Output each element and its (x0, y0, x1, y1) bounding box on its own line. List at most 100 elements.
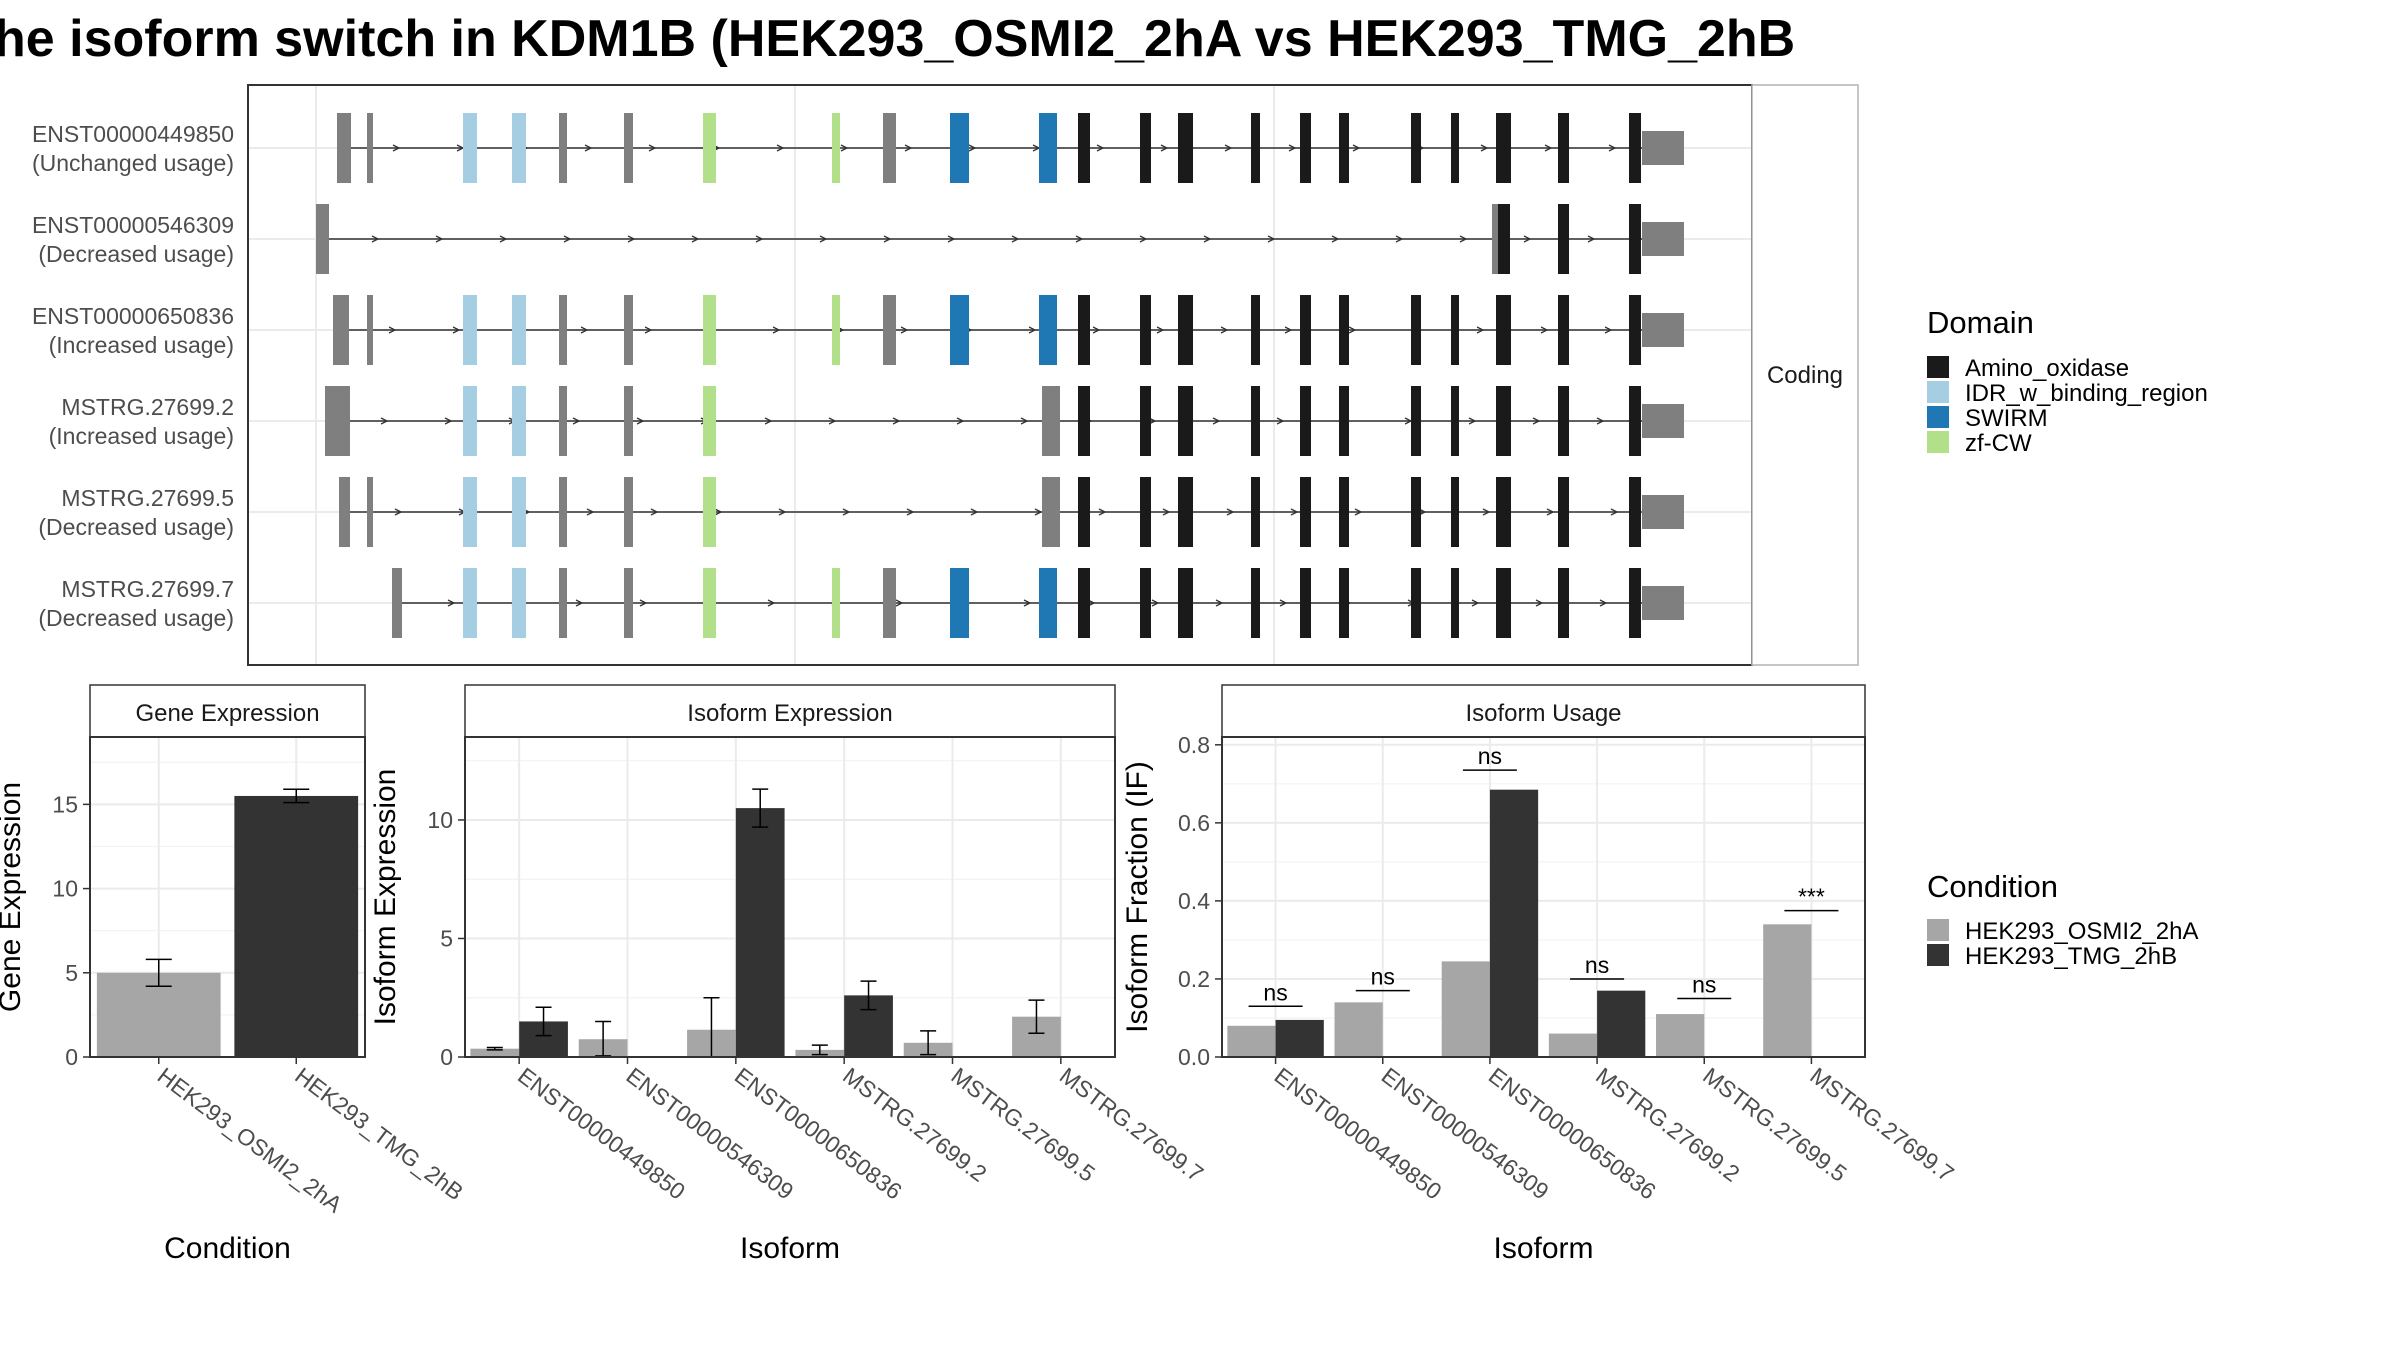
exon (463, 113, 477, 183)
y-tick-label: 0.2 (1178, 966, 1210, 992)
exon (1642, 131, 1684, 165)
bar (1334, 1002, 1383, 1057)
exon (1300, 386, 1311, 456)
exon (832, 295, 840, 365)
strand-arrow-icon (644, 326, 653, 334)
exon (1632, 295, 1641, 365)
strand-arrow-icon (1226, 508, 1235, 516)
exon (1558, 295, 1569, 365)
bar (1441, 961, 1490, 1057)
strand-arrow-icon (648, 144, 657, 152)
significance-label: ns (1478, 743, 1502, 769)
condition-legend-title: Condition (1927, 869, 2058, 904)
exon (1451, 295, 1459, 365)
strand-arrow-icon (1540, 326, 1549, 334)
bar (735, 808, 785, 1057)
exon (1642, 586, 1684, 620)
bar (1275, 1019, 1324, 1057)
strand-arrow-icon (1352, 144, 1361, 152)
exon (883, 568, 896, 638)
exon (1496, 386, 1511, 456)
strand-arrow-icon (1596, 417, 1605, 425)
strand-arrow-icon (1224, 144, 1233, 152)
bar (1227, 1025, 1276, 1057)
exon (1140, 386, 1151, 456)
strand-arrow-icon (1220, 326, 1229, 334)
domain-legend-label: zf-CW (1965, 430, 2032, 457)
y-tick-label: 0 (440, 1044, 453, 1070)
strand-arrow-icon (1098, 508, 1107, 516)
exon (1496, 477, 1511, 547)
strand-arrow-icon (392, 144, 401, 152)
y-axis-title: Isoform Expression (369, 769, 402, 1026)
exon (1339, 295, 1349, 365)
strand-arrow-icon (580, 326, 589, 334)
strand-arrow-icon (563, 235, 572, 243)
significance-label: *** (1798, 884, 1825, 910)
exon (1451, 113, 1459, 183)
strand-arrow-icon (1354, 508, 1363, 516)
plot-border (89, 736, 366, 1058)
condition-legend-label: HEK293_OSMI2_2hA (1965, 918, 2198, 945)
exon (832, 113, 840, 183)
strand-arrow-icon (764, 417, 773, 425)
strand-arrow-icon (394, 508, 403, 516)
exon (1140, 113, 1151, 183)
exon (703, 113, 716, 183)
bar (470, 1048, 520, 1057)
transcript-name: MSTRG.27699.5 (61, 485, 234, 511)
x-axis-title: Isoform (740, 1232, 840, 1265)
strand-arrow-icon (1535, 599, 1544, 607)
exon (1300, 568, 1311, 638)
plot-area (1222, 737, 1865, 1057)
strand-arrow-icon (1215, 599, 1224, 607)
strand-arrow-icon (1020, 417, 1029, 425)
exon (463, 477, 477, 547)
strand-arrow-icon (1532, 417, 1541, 425)
exon (316, 204, 329, 274)
transcript-name: ENST00000449850 (32, 121, 234, 147)
transcript-name: ENST00000650836 (32, 303, 234, 329)
panel-strip-title: Isoform Usage (1465, 700, 1621, 727)
exon (1300, 295, 1311, 365)
exon (624, 113, 633, 183)
bar (234, 795, 359, 1057)
exon (339, 477, 350, 547)
strand-arrow-icon (636, 417, 645, 425)
transcript-usage: (Decreased usage) (38, 514, 234, 540)
transcript-usage: (Increased usage) (49, 332, 234, 358)
strand-arrow-icon (1480, 144, 1489, 152)
condition-legend-label: HEK293_TMG_2hB (1965, 943, 2177, 970)
strand-arrow-icon (956, 417, 965, 425)
domain-legend-label: SWIRM (1965, 405, 2048, 432)
strand-arrow-icon (572, 417, 581, 425)
y-tick-label: 10 (427, 807, 453, 833)
strand-arrow-icon (1482, 508, 1491, 516)
strand-arrow-icon (1162, 508, 1171, 516)
structure-strip-label: Coding (1767, 362, 1843, 389)
exon (1042, 386, 1060, 456)
exon (1078, 386, 1090, 456)
strand-arrow-icon (1279, 599, 1288, 607)
condition-legend-key (1927, 944, 1949, 966)
transcript-name: MSTRG.27699.7 (61, 576, 234, 602)
exon (1178, 568, 1193, 638)
significance-label: ns (1371, 964, 1395, 990)
strand-arrow-icon (1331, 235, 1340, 243)
strand-arrow-icon (828, 417, 837, 425)
bar (1548, 1033, 1598, 1057)
exon (703, 477, 716, 547)
strand-arrow-icon (1075, 235, 1084, 243)
strand-arrow-icon (1028, 326, 1037, 334)
exon (1251, 113, 1260, 183)
strand-arrow-icon (767, 599, 776, 607)
exon (1496, 568, 1511, 638)
transcript-track (333, 295, 1684, 365)
exon (392, 568, 402, 638)
panel-strip (1221, 684, 1866, 738)
strand-arrow-icon (714, 508, 723, 516)
strand-arrow-icon (452, 326, 461, 334)
exon (1300, 477, 1311, 547)
